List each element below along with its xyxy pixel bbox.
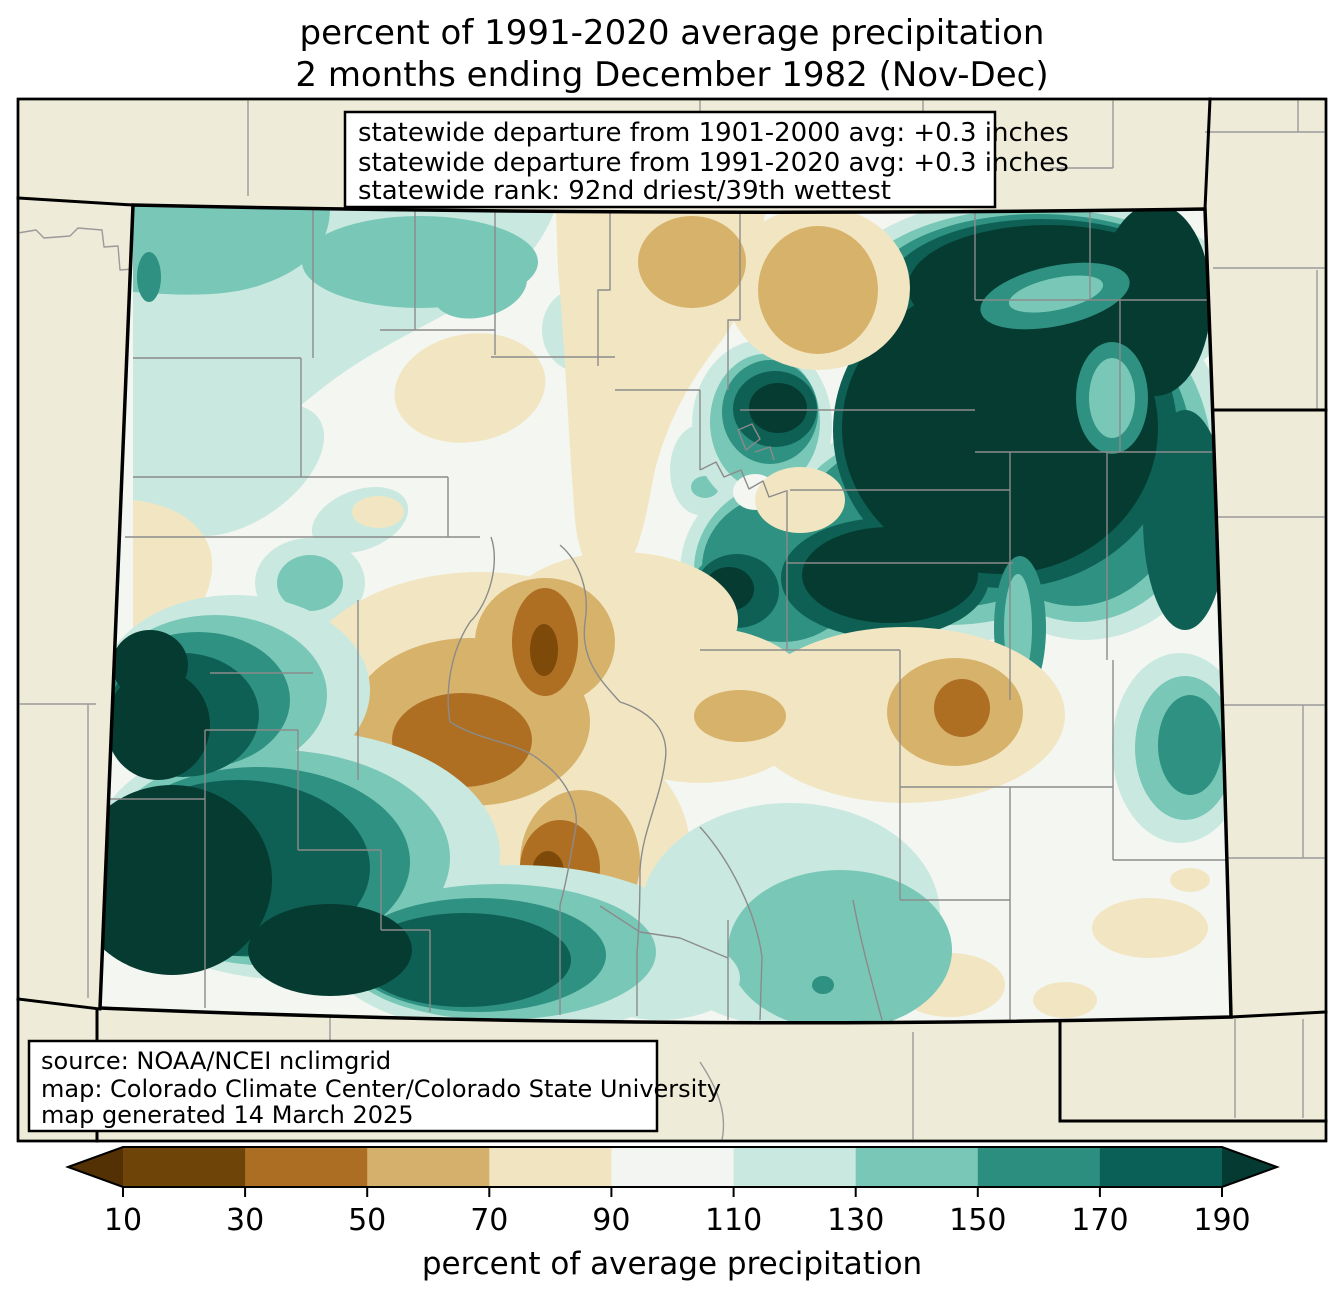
colorbar-segment bbox=[733, 1147, 857, 1187]
contour-blob bbox=[1008, 275, 1104, 313]
contour-blob bbox=[1089, 358, 1135, 438]
county-lines bbox=[103, 207, 1231, 1021]
colorbar-tick-label: 190 bbox=[1193, 1203, 1250, 1238]
colorbar-under-arrow bbox=[68, 1147, 123, 1187]
contour-blob bbox=[277, 555, 343, 611]
source-box: source: NOAA/NCEI nclimgrid map: Colorad… bbox=[27, 1039, 721, 1133]
colorbar-tick-label: 50 bbox=[348, 1203, 386, 1238]
contour-blob bbox=[1092, 898, 1208, 958]
colorbar-segment bbox=[611, 1147, 734, 1187]
exterior-county-lines bbox=[17, 99, 1326, 1141]
stats-box-rect bbox=[343, 110, 997, 209]
source-box-rect bbox=[27, 1039, 659, 1133]
colorbar-axis-label: percent of average precipitation bbox=[422, 1246, 922, 1282]
contour-blob bbox=[934, 679, 990, 737]
contour-blob bbox=[137, 252, 161, 302]
colorbar-segment bbox=[367, 1147, 490, 1187]
stats-box: statewide departure from 1901-2000 avg: … bbox=[343, 110, 1069, 209]
colorbar-tick-label: 170 bbox=[1071, 1203, 1128, 1238]
contour-blob bbox=[100, 785, 272, 975]
contour-blob bbox=[755, 467, 845, 533]
exterior-state-lines bbox=[16, 97, 1328, 1143]
stats-line-3: statewide rank: 92nd driest/39th wettest bbox=[358, 176, 891, 206]
contour-blob bbox=[749, 383, 807, 433]
colorbar: 10 30 50 70 90 110 130 150 170 190 perce… bbox=[65, 1146, 1280, 1282]
colorbar-segment bbox=[977, 1147, 1101, 1187]
contour-blob bbox=[133, 205, 330, 295]
contour-blob bbox=[812, 976, 834, 994]
contour-fills bbox=[100, 205, 1231, 1023]
contour-blob bbox=[758, 226, 878, 354]
colorbar-tick-label: 10 bbox=[104, 1203, 142, 1238]
colorbar-segment bbox=[1099, 1147, 1223, 1187]
contour-blob bbox=[1158, 695, 1222, 795]
stats-line-1: statewide departure from 1901-2000 avg: … bbox=[358, 118, 1069, 148]
colorbar-segment bbox=[123, 1147, 246, 1187]
title-line-2: 2 months ending December 1982 (Nov-Dec) bbox=[295, 55, 1048, 95]
contour-blob bbox=[530, 624, 558, 676]
contour-blob bbox=[802, 527, 978, 623]
contour-blob bbox=[638, 216, 746, 308]
colorbar-tick-label: 150 bbox=[949, 1203, 1006, 1238]
contour-blob bbox=[359, 913, 571, 1007]
contour-blob bbox=[842, 282, 1158, 574]
colorbar-segment bbox=[855, 1147, 979, 1187]
colorbar-tick-label: 110 bbox=[705, 1203, 762, 1238]
contour-blob bbox=[352, 496, 404, 528]
colorbar-segment bbox=[489, 1147, 612, 1187]
contour-blob bbox=[728, 870, 952, 1023]
colorbar-over-arrow bbox=[1222, 1147, 1277, 1187]
colorbar-tick-label: 70 bbox=[470, 1203, 508, 1238]
colorbar-tick-label: 90 bbox=[592, 1203, 630, 1238]
contour-blob bbox=[1033, 982, 1097, 1018]
stats-line-2: statewide departure from 1991-2020 avg: … bbox=[358, 148, 1069, 178]
colorbar-ticks bbox=[122, 1187, 1223, 1197]
source-line-1: source: NOAA/NCEI nclimgrid bbox=[41, 1047, 391, 1075]
title-line-1: percent of 1991-2020 average precipitati… bbox=[300, 13, 1045, 53]
colorbar-segment bbox=[245, 1147, 368, 1187]
contour-blob bbox=[106, 670, 210, 780]
map-frame-outline bbox=[16, 97, 1328, 1143]
contour-blob bbox=[165, 404, 325, 536]
colorbar-tick-label: 130 bbox=[827, 1203, 884, 1238]
contour-blob bbox=[1170, 868, 1210, 892]
colorado-border bbox=[98, 203, 1233, 1025]
contour-blob bbox=[432, 255, 528, 319]
contour-blob bbox=[694, 690, 786, 742]
colorbar-tick-label: 30 bbox=[226, 1203, 264, 1238]
contour-blob bbox=[248, 904, 412, 996]
source-line-3: map generated 14 March 2025 bbox=[41, 1101, 414, 1129]
source-line-2: map: Colorado Climate Center/Colorado St… bbox=[41, 1075, 721, 1103]
contour-blob bbox=[394, 333, 546, 443]
